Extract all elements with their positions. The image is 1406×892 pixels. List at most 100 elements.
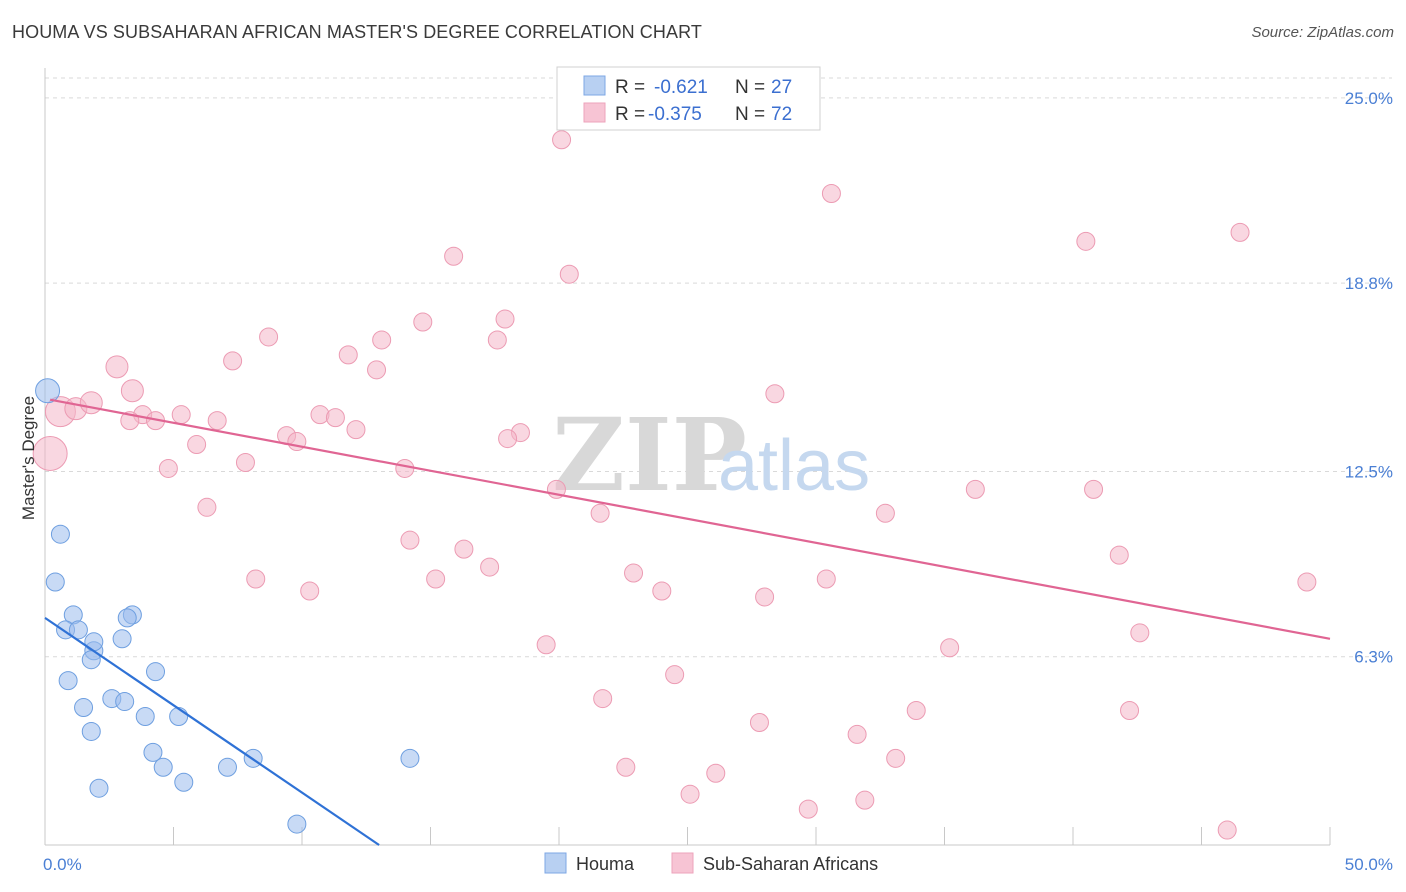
subsaharan-point (536, 635, 556, 655)
bottom-legend-swatch-subsaharan (671, 852, 694, 874)
subsaharan-point (1076, 231, 1096, 251)
subsaharan-point (906, 701, 926, 721)
y-tick-label: 12.5% (1345, 462, 1393, 481)
houma-point (81, 721, 101, 741)
legend-n-value: 27 (771, 77, 792, 98)
x-tick-labels: 0.0% 50.0% (43, 855, 1393, 874)
subsaharan-point (487, 330, 507, 350)
subsaharan-point (338, 345, 358, 365)
x-tick-label: 50.0% (1345, 855, 1393, 874)
subsaharan-point (346, 420, 366, 440)
subsaharan-point (197, 497, 217, 517)
bottom-legend-label-subsaharan: Sub-Saharan Africans (703, 854, 878, 874)
x-tick-label: 0.0% (43, 855, 82, 874)
houma-point (58, 671, 78, 691)
subsaharan-point (593, 689, 613, 709)
subsaharan-point (821, 184, 841, 204)
houma-point (143, 742, 163, 762)
subsaharan-trend-line (49, 398, 1331, 640)
subsaharan-point (940, 638, 960, 658)
houma-point (81, 650, 101, 670)
subsaharan-point (372, 330, 392, 350)
subsaharan-point (616, 757, 636, 777)
subsaharan-point (680, 784, 700, 804)
subsaharan-point (706, 763, 726, 783)
houma-point (135, 706, 155, 726)
houma-point (35, 378, 61, 404)
subsaharan-point (847, 724, 867, 744)
houma-point (117, 608, 137, 628)
subsaharan-point (886, 748, 906, 768)
data-points (32, 130, 1317, 840)
subsaharan-point (235, 452, 255, 472)
legend-r-value: -0.621 (654, 77, 708, 98)
legend-n-label: N = (735, 104, 765, 125)
subsaharan-point (120, 379, 144, 403)
subsaharan-point (426, 569, 446, 589)
y-tick-label: 25.0% (1345, 89, 1393, 108)
legend-swatch-subsaharan (583, 102, 606, 123)
subsaharan-point (454, 539, 474, 559)
subsaharan-point (498, 429, 518, 449)
subsaharan-point (652, 581, 672, 601)
legend-r-label: R = (615, 104, 645, 125)
houma-point (115, 692, 135, 712)
subsaharan-point (32, 436, 68, 472)
subsaharan-point (105, 355, 129, 379)
subsaharan-point (158, 458, 178, 478)
subsaharan-point (207, 411, 227, 431)
houma-point (45, 572, 65, 592)
subsaharan-point (590, 503, 610, 523)
gridlines (45, 77, 1392, 658)
subsaharan-point (79, 391, 103, 415)
subsaharan-point (246, 569, 266, 589)
subsaharan-point (413, 312, 433, 332)
houma-point (153, 757, 173, 777)
watermark-atlas: atlas (718, 426, 870, 506)
bottom-legend-label-houma: Houma (576, 854, 635, 874)
houma-point (169, 706, 189, 726)
subsaharan-point (765, 384, 785, 404)
subsaharan-point (855, 790, 875, 810)
houma-point (89, 778, 109, 798)
subsaharan-point (444, 246, 464, 266)
source-label: Source: ZipAtlas.com (1251, 24, 1394, 41)
subsaharan-point (187, 435, 207, 455)
houma-point (217, 757, 237, 777)
houma-point (112, 629, 132, 649)
legend-swatch-houma (583, 75, 606, 96)
subsaharan-point (495, 309, 515, 329)
subsaharan-point (300, 581, 320, 601)
houma-point (287, 814, 307, 834)
chart-title: HOUMA VS SUBSAHARAN AFRICAN MASTER'S DEG… (12, 22, 702, 42)
y-tick-labels: 6.3% 12.5% 18.8% 25.0% (1345, 89, 1393, 667)
subsaharan-point (965, 479, 985, 499)
houma-point (174, 772, 194, 792)
houma-point (74, 698, 94, 718)
subsaharan-point (559, 264, 579, 284)
subsaharan-point (1130, 623, 1150, 643)
subsaharan-point (798, 799, 818, 819)
subsaharan-point (624, 563, 644, 583)
houma-trend-line (44, 616, 380, 846)
subsaharan-point (875, 503, 895, 523)
subsaharan-point (755, 587, 775, 607)
legend-n-label: N = (735, 77, 765, 98)
houma-point (50, 524, 70, 544)
subsaharan-point (171, 405, 191, 425)
houma-point (68, 620, 88, 640)
subsaharan-point (816, 569, 836, 589)
subsaharan-point (665, 665, 685, 685)
legend-r-value: -0.375 (648, 104, 702, 125)
subsaharan-point (400, 530, 420, 550)
subsaharan-point (1230, 222, 1250, 242)
subsaharan-point (259, 327, 279, 347)
watermark-zip: ZIP (552, 396, 747, 514)
subsaharan-point (552, 130, 572, 150)
subsaharan-point (1084, 479, 1104, 499)
subsaharan-point (367, 360, 387, 380)
subsaharan-point (480, 557, 500, 577)
subsaharan-point (325, 408, 345, 428)
subsaharan-point (1120, 701, 1140, 721)
